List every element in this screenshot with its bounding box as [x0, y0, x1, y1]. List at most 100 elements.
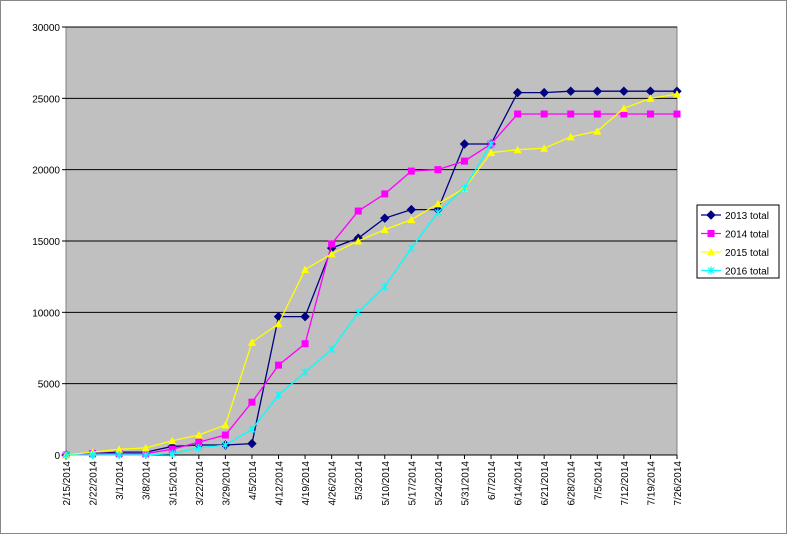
marker: [460, 157, 468, 165]
marker: [168, 445, 176, 453]
x-tick-label: 4/19/2014: [301, 461, 312, 506]
y-tick-label: 5000: [38, 380, 61, 391]
marker: [567, 110, 575, 118]
marker: [115, 445, 124, 453]
marker: [89, 451, 96, 459]
marker: [328, 345, 336, 354]
x-tick-label: 5/24/2014: [434, 461, 445, 506]
x-tick-label: 2/22/2014: [89, 461, 100, 506]
x-tick-label: 3/29/2014: [221, 461, 232, 506]
marker: [168, 449, 176, 458]
x-tick-label: 6/21/2014: [540, 461, 551, 506]
x-tick-label: 5/31/2014: [460, 461, 471, 506]
marker: [406, 204, 417, 215]
x-tick-label: 5/3/2014: [354, 461, 365, 500]
x-tick-label: 6/7/2014: [487, 461, 498, 500]
x-tick-label: 7/26/2014: [673, 461, 684, 506]
marker: [407, 215, 416, 224]
x-tick-label: 2/15/2014: [62, 461, 73, 506]
x-tick-label: 7/19/2014: [646, 461, 657, 506]
marker: [673, 110, 681, 118]
legend-label: 2013 total: [725, 211, 769, 222]
marker: [354, 207, 362, 215]
marker: [195, 438, 203, 446]
marker: [514, 110, 522, 118]
marker: [459, 139, 470, 149]
x-tick-label: 4/12/2014: [275, 461, 286, 506]
marker: [434, 208, 442, 217]
y-tick-label: 30000: [32, 23, 60, 34]
marker: [141, 443, 150, 452]
y-tick-label: 10000: [32, 308, 60, 319]
marker: [707, 248, 715, 256]
marker: [380, 225, 389, 234]
marker: [706, 210, 716, 220]
marker: [566, 132, 575, 141]
marker: [619, 86, 629, 96]
marker: [301, 368, 309, 377]
marker: [407, 244, 415, 253]
marker: [247, 438, 257, 449]
marker: [248, 425, 256, 434]
marker: [301, 265, 310, 274]
x-tick-label: 6/14/2014: [514, 461, 525, 506]
marker: [513, 145, 522, 154]
legend-label: 2016 total: [725, 267, 769, 278]
marker: [62, 451, 70, 459]
marker: [381, 282, 389, 291]
x-tick-label: 3/1/2014: [115, 461, 126, 500]
marker: [539, 87, 549, 98]
marker: [673, 90, 681, 98]
marker: [195, 443, 203, 452]
y-tick-label: 20000: [32, 166, 60, 177]
marker: [646, 94, 655, 102]
marker: [380, 213, 390, 223]
marker: [221, 421, 230, 429]
marker: [434, 166, 442, 174]
marker: [461, 184, 468, 193]
x-tick-label: 6/28/2014: [567, 461, 578, 506]
marker: [221, 431, 229, 439]
x-tick-label: 3/22/2014: [195, 461, 206, 506]
x-tick-label: 3/15/2014: [168, 461, 179, 506]
y-tick-label: 15000: [32, 237, 60, 248]
x-tick-label: 7/12/2014: [620, 461, 631, 506]
marker: [619, 104, 628, 112]
marker: [301, 340, 309, 348]
marker: [707, 266, 715, 275]
x-tick-label: 4/5/2014: [248, 461, 259, 500]
marker: [707, 230, 715, 237]
marker: [540, 144, 549, 152]
marker: [248, 398, 256, 406]
marker: [512, 87, 523, 98]
x-tick-label: 4/26/2014: [328, 461, 339, 506]
marker: [354, 237, 363, 245]
series-line: [65, 93, 678, 456]
marker: [275, 361, 283, 369]
x-tick-label: 7/5/2014: [593, 461, 604, 500]
marker: [300, 311, 310, 322]
marker: [540, 110, 548, 118]
marker: [487, 139, 495, 148]
series-line: [65, 113, 677, 456]
marker: [593, 110, 601, 118]
marker: [620, 110, 628, 118]
marker: [328, 240, 336, 248]
marker: [354, 308, 362, 317]
marker: [592, 86, 603, 96]
x-tick-label: 5/17/2014: [407, 461, 418, 506]
marker: [407, 167, 415, 175]
marker: [433, 199, 442, 208]
y-tick-label: 0: [54, 451, 60, 462]
legend-label: 2014 total: [725, 230, 769, 241]
marker: [168, 436, 177, 445]
marker: [487, 148, 496, 157]
marker: [275, 391, 282, 400]
marker: [381, 190, 389, 198]
marker: [115, 451, 123, 459]
marker: [566, 86, 576, 96]
x-tick-label: 3/8/2014: [142, 461, 153, 500]
marker: [274, 319, 283, 328]
marker: [327, 249, 336, 258]
